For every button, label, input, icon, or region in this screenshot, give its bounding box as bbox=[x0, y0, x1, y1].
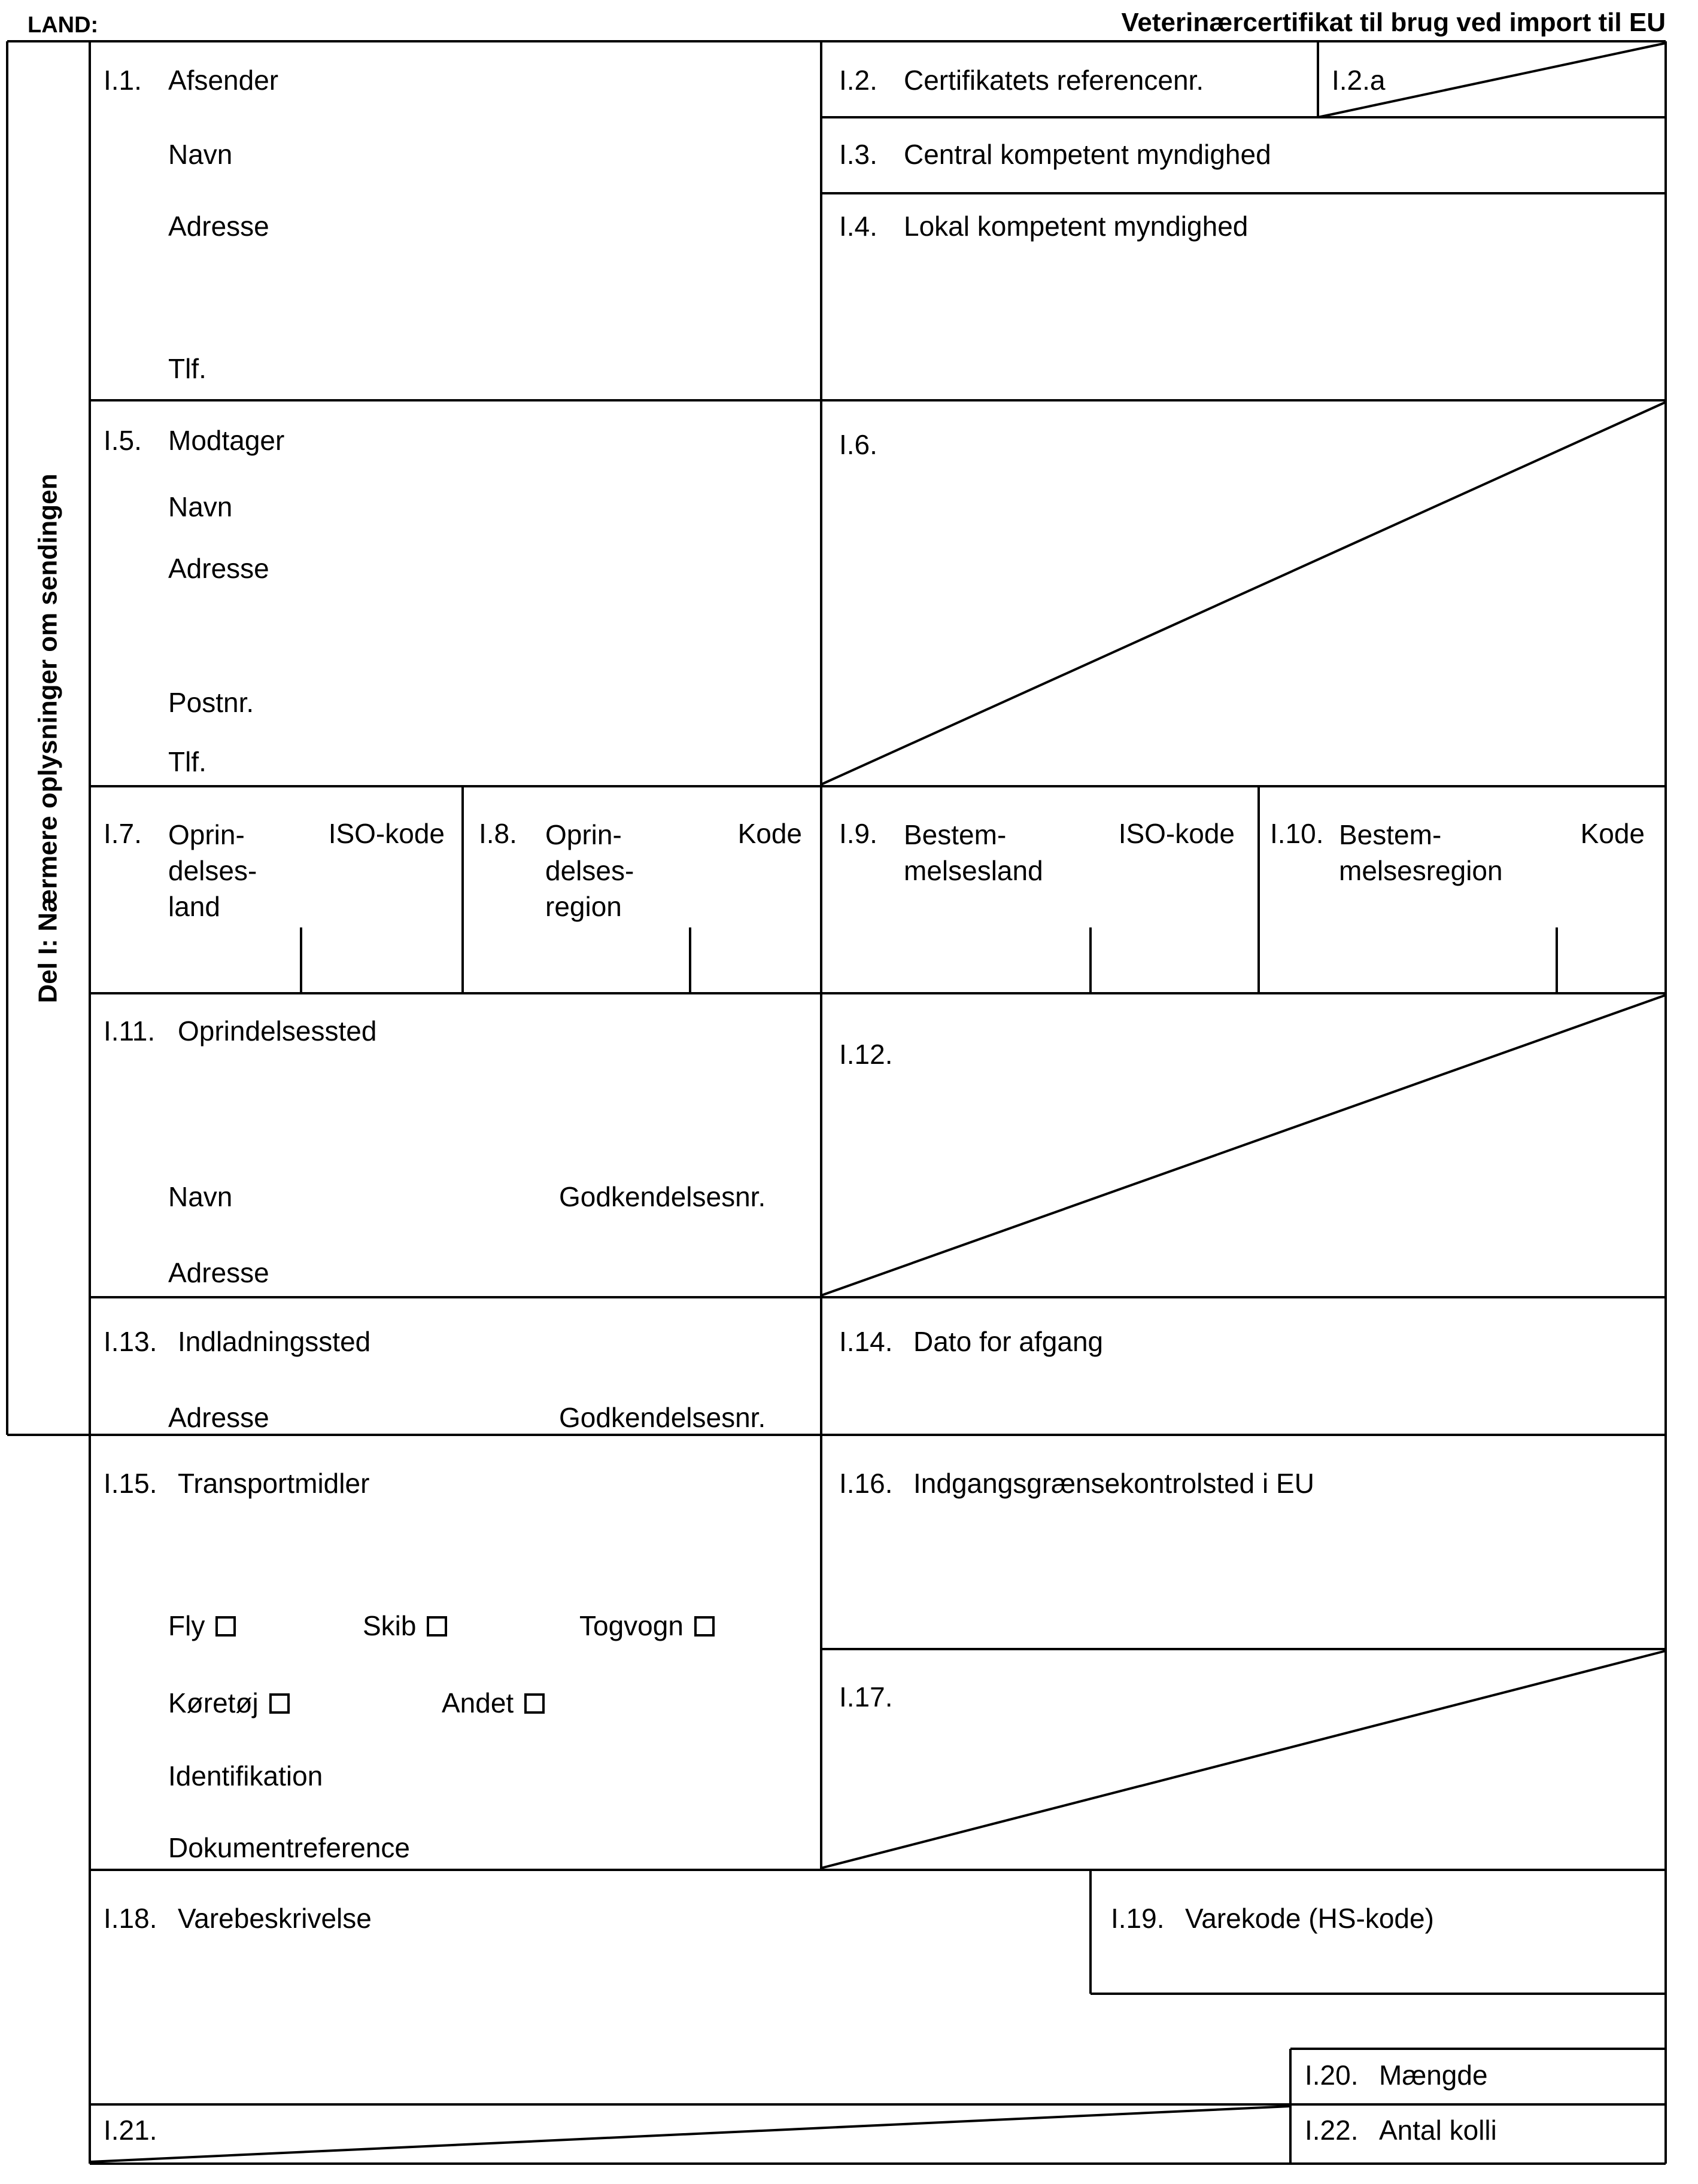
cell-i21-number: I.21. bbox=[104, 2115, 157, 2146]
cell-i17-number: I.17. bbox=[839, 1681, 893, 1712]
i1-tlf-label: Tlf. bbox=[168, 353, 206, 384]
cell-i10-number: I.10. bbox=[1270, 818, 1324, 849]
cell-i12-number: I.12. bbox=[839, 1039, 893, 1070]
koretoj-label: Køretøj bbox=[168, 1687, 259, 1718]
andet-label: Andet bbox=[442, 1687, 514, 1718]
cell-i10-label: Bestem- melsesregion bbox=[1339, 819, 1503, 886]
cell-i20-title: I.20. Mængde bbox=[1305, 2058, 1488, 2092]
cell-i4-number: I.4. bbox=[839, 211, 877, 242]
cell-i7-label: Oprin- delses- land bbox=[168, 819, 257, 922]
diagonal-i21 bbox=[89, 2105, 1291, 2163]
diagonal-i12 bbox=[821, 994, 1666, 1297]
cell-i19-number: I.19. bbox=[1111, 1903, 1165, 1934]
cell-i9-number: I.9. bbox=[839, 818, 877, 849]
koretoj-checkbox[interactable] bbox=[269, 1693, 290, 1714]
cell-i10-code-label: Kode bbox=[1580, 818, 1645, 849]
part-one-sidebar: Del I: Nærmere oplysninger om sendingen bbox=[7, 41, 90, 1435]
cell-i16-number: I.16. bbox=[839, 1468, 893, 1499]
skib-checkbox[interactable] bbox=[427, 1616, 448, 1637]
i5-postnr-label: Postnr. bbox=[168, 687, 254, 718]
togvogn-checkbox[interactable] bbox=[694, 1616, 715, 1637]
i1-adresse-label: Adresse bbox=[168, 211, 269, 242]
cell-i20-number: I.20. bbox=[1305, 2060, 1359, 2091]
i13-godkendelsesnr-label: Godkendelsesnr. bbox=[559, 1402, 766, 1433]
cell-i3-label: Central kompetent myndighed bbox=[904, 139, 1271, 170]
transport-option-koretoj: Køretøj bbox=[168, 1686, 290, 1720]
country-label: LAND: bbox=[28, 13, 99, 38]
cell-i3-number: I.3. bbox=[839, 139, 877, 170]
cell-i6-number: I.6. bbox=[839, 429, 877, 460]
i11-navn-label: Navn bbox=[168, 1181, 233, 1212]
transport-option-fly: Fly bbox=[168, 1609, 236, 1642]
cell-i4-label: Lokal kompetent myndighed bbox=[904, 211, 1249, 242]
cell-i2a-number: I.2.a bbox=[1332, 65, 1386, 96]
i1-navn-label: Navn bbox=[168, 139, 233, 170]
cell-i5-label: Modtager bbox=[168, 425, 285, 456]
page-title: Veterinærcertifikat til brug ved import … bbox=[1121, 8, 1666, 37]
cell-i9-code-label: ISO-kode bbox=[1118, 818, 1235, 849]
cell-i13-label: Indladningssted bbox=[178, 1326, 371, 1357]
cell-i19-label: Varekode (HS-kode) bbox=[1185, 1903, 1434, 1934]
cell-i19-title: I.19. Varekode (HS-kode) bbox=[1111, 1902, 1434, 1935]
cell-i13-title: I.13. Indladningssted bbox=[104, 1325, 370, 1358]
cell-i15-number: I.15. bbox=[104, 1468, 157, 1499]
cell-i2-number: I.2. bbox=[839, 65, 877, 96]
cell-i7-code-label: ISO-kode bbox=[328, 818, 445, 849]
cell-i8-code-label: Kode bbox=[737, 818, 802, 849]
cell-i5-number: I.5. bbox=[104, 425, 142, 456]
cell-i14-number: I.14. bbox=[839, 1326, 893, 1357]
cell-i1-title: I.1. Afsender bbox=[104, 63, 278, 97]
cell-i18-number: I.18. bbox=[104, 1903, 157, 1934]
andet-checkbox[interactable] bbox=[524, 1693, 545, 1714]
cell-i16-title: I.16. Indgangsgrænsekontrolsted i EU bbox=[839, 1467, 1314, 1500]
cell-i8-label: Oprin- delses- region bbox=[545, 819, 634, 922]
cell-i4-title: I.4. Lokal kompetent myndighed bbox=[839, 209, 1248, 243]
diagonal-i17 bbox=[821, 1650, 1666, 1869]
cell-i16-label: Indgangsgrænsekontrolsted i EU bbox=[913, 1468, 1314, 1499]
cell-i18-title: I.18. Varebeskrivelse bbox=[104, 1902, 372, 1935]
cell-i1-number: I.1. bbox=[104, 65, 142, 96]
cell-i2-title: I.2. Certifikatets referencenr. bbox=[839, 63, 1204, 97]
cell-i15-title: I.15. Transportmidler bbox=[104, 1467, 369, 1500]
i5-tlf-label: Tlf. bbox=[168, 746, 206, 777]
cell-i18-label: Varebeskrivelse bbox=[178, 1903, 372, 1934]
cell-i8-number: I.8. bbox=[479, 818, 517, 849]
cell-i22-label: Antal kolli bbox=[1379, 2115, 1497, 2146]
cell-i2-label: Certifikatets referencenr. bbox=[904, 65, 1204, 96]
i5-navn-label: Navn bbox=[168, 491, 233, 522]
transport-option-skib: Skib bbox=[363, 1609, 448, 1642]
cell-i20-label: Mængde bbox=[1379, 2060, 1488, 2091]
cell-i14-label: Dato for afgang bbox=[913, 1326, 1104, 1357]
skib-label: Skib bbox=[363, 1610, 417, 1641]
cell-i11-label: Oprindelsessted bbox=[178, 1015, 377, 1047]
cell-i3-title: I.3. Central kompetent myndighed bbox=[839, 138, 1271, 171]
cell-i15-label: Transportmidler bbox=[178, 1468, 370, 1499]
cell-i14-title: I.14. Dato for afgang bbox=[839, 1325, 1103, 1358]
cell-i22-title: I.22. Antal kolli bbox=[1305, 2113, 1497, 2147]
cell-i11-title: I.11. Oprindelsessted bbox=[104, 1014, 376, 1048]
fly-label: Fly bbox=[168, 1610, 205, 1641]
transport-option-togvogn: Togvogn bbox=[579, 1609, 715, 1642]
cell-i13-number: I.13. bbox=[104, 1326, 157, 1357]
cell-i7-number: I.7. bbox=[104, 818, 142, 849]
transport-option-andet: Andet bbox=[442, 1686, 545, 1720]
cell-i1-label: Afsender bbox=[168, 65, 279, 96]
togvogn-label: Togvogn bbox=[579, 1610, 684, 1641]
i13-adresse-label: Adresse bbox=[168, 1402, 269, 1433]
fly-checkbox[interactable] bbox=[215, 1616, 236, 1637]
i11-adresse-label: Adresse bbox=[168, 1257, 269, 1288]
cell-i5-title: I.5. Modtager bbox=[104, 424, 284, 457]
i11-godkendelsesnr-label: Godkendelsesnr. bbox=[559, 1181, 766, 1212]
part-one-sidebar-label: Del I: Nærmere oplysninger om sendingen bbox=[34, 473, 63, 1003]
cell-i9-label: Bestem- melsesland bbox=[904, 819, 1043, 886]
cell-i22-number: I.22. bbox=[1305, 2115, 1359, 2146]
i15-identifikation-label: Identifikation bbox=[168, 1760, 323, 1791]
i5-adresse-label: Adresse bbox=[168, 553, 269, 584]
diagonal-i6 bbox=[821, 401, 1666, 786]
i15-dokumentreference-label: Dokumentreference bbox=[168, 1832, 410, 1863]
cell-i11-number: I.11. bbox=[104, 1015, 156, 1047]
